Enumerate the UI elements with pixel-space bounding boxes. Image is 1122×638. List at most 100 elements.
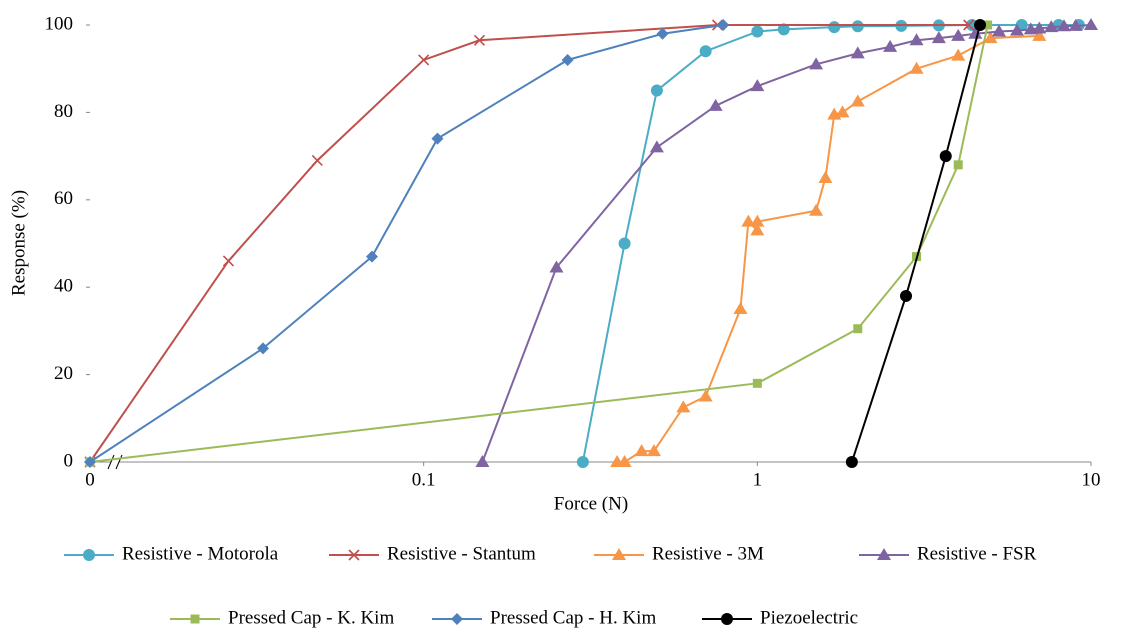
point xyxy=(931,31,946,44)
legend-item: Pressed Cap - K. Kim xyxy=(170,607,394,628)
y-tick-label: 60 xyxy=(54,188,73,209)
x-axis-title: Force (N) xyxy=(554,493,628,514)
point xyxy=(717,19,730,31)
point xyxy=(1056,19,1071,32)
point xyxy=(646,444,661,457)
series-line xyxy=(581,24,1079,463)
series-line xyxy=(850,24,982,463)
legend-label: Pressed Cap - K. Kim xyxy=(228,607,394,628)
point xyxy=(473,34,486,46)
legend-label: Resistive - Stantum xyxy=(387,543,536,564)
point xyxy=(650,84,663,97)
point xyxy=(818,170,833,183)
legend-item: Resistive - Stantum xyxy=(329,543,536,564)
legend-item: Piezoelectric xyxy=(702,607,858,628)
point xyxy=(951,28,966,41)
point xyxy=(475,455,490,467)
legend-item: Resistive - 3M xyxy=(594,543,764,564)
y-tick-label: 20 xyxy=(54,363,73,384)
point xyxy=(431,132,444,145)
point xyxy=(634,444,649,457)
legend-item: Pressed Cap - H. Kim xyxy=(432,607,656,628)
point xyxy=(853,324,863,334)
point xyxy=(900,289,913,302)
point xyxy=(851,20,864,33)
point xyxy=(741,214,756,227)
point xyxy=(222,255,235,267)
point xyxy=(968,26,983,39)
point xyxy=(809,203,824,216)
point xyxy=(909,61,924,74)
point xyxy=(850,46,865,59)
legend-label: Resistive - 3M xyxy=(652,543,764,564)
point xyxy=(549,260,564,273)
legend-label: Resistive - FSR xyxy=(917,543,1037,564)
point xyxy=(883,39,898,52)
point xyxy=(708,98,723,111)
point xyxy=(983,31,998,44)
x-tick-label: 10 xyxy=(1082,469,1101,490)
x-tick-label: 0 xyxy=(85,469,95,490)
point xyxy=(617,455,632,467)
point xyxy=(750,223,765,236)
point xyxy=(418,54,430,66)
point xyxy=(649,140,664,153)
point xyxy=(1044,20,1059,33)
point xyxy=(835,105,850,118)
point xyxy=(992,24,1007,37)
point xyxy=(751,25,764,38)
series-line xyxy=(89,24,989,463)
point xyxy=(845,456,858,468)
legend-marker xyxy=(83,549,95,561)
point xyxy=(656,27,669,40)
x-tick-label: 0.1 xyxy=(412,469,436,490)
point xyxy=(676,400,691,413)
axis-break-mark xyxy=(115,454,123,470)
point xyxy=(953,160,963,170)
legend-marker xyxy=(451,613,463,625)
point xyxy=(828,21,841,34)
point xyxy=(1032,28,1047,41)
legend-marker xyxy=(612,548,626,560)
y-tick-label: 80 xyxy=(54,101,73,122)
axis-break-mark xyxy=(107,454,115,470)
legend-marker xyxy=(348,549,360,561)
series-line xyxy=(89,24,969,463)
point xyxy=(809,57,824,70)
point xyxy=(1009,23,1024,36)
y-tick-label: 100 xyxy=(45,13,74,34)
x-tick-label: 1 xyxy=(753,469,763,490)
legend-label: Resistive - Motorola xyxy=(122,543,279,564)
point xyxy=(698,389,713,402)
point xyxy=(1084,18,1098,30)
point xyxy=(750,79,765,92)
y-tick-label: 40 xyxy=(54,276,73,297)
point xyxy=(963,19,975,31)
point xyxy=(951,48,966,61)
series-line xyxy=(481,24,1092,463)
point xyxy=(84,456,96,468)
point xyxy=(311,154,323,167)
axis-break-gap xyxy=(111,456,119,468)
legend-marker xyxy=(190,614,200,624)
y-axis-title: Response (%) xyxy=(8,190,29,296)
point xyxy=(777,23,790,36)
point xyxy=(699,45,712,58)
point xyxy=(365,250,378,263)
point xyxy=(983,20,993,30)
point xyxy=(618,237,631,250)
point xyxy=(561,53,574,66)
point xyxy=(733,302,748,315)
point xyxy=(1032,21,1047,34)
point xyxy=(576,456,589,468)
point xyxy=(939,150,952,163)
legend-label: Pressed Cap - H. Kim xyxy=(490,607,656,628)
point xyxy=(752,378,762,388)
legend-label: Piezoelectric xyxy=(760,607,858,628)
point xyxy=(850,94,865,107)
y-tick-label: 0 xyxy=(64,450,74,471)
point xyxy=(909,33,924,46)
point xyxy=(974,19,987,31)
series-line xyxy=(617,34,1040,463)
